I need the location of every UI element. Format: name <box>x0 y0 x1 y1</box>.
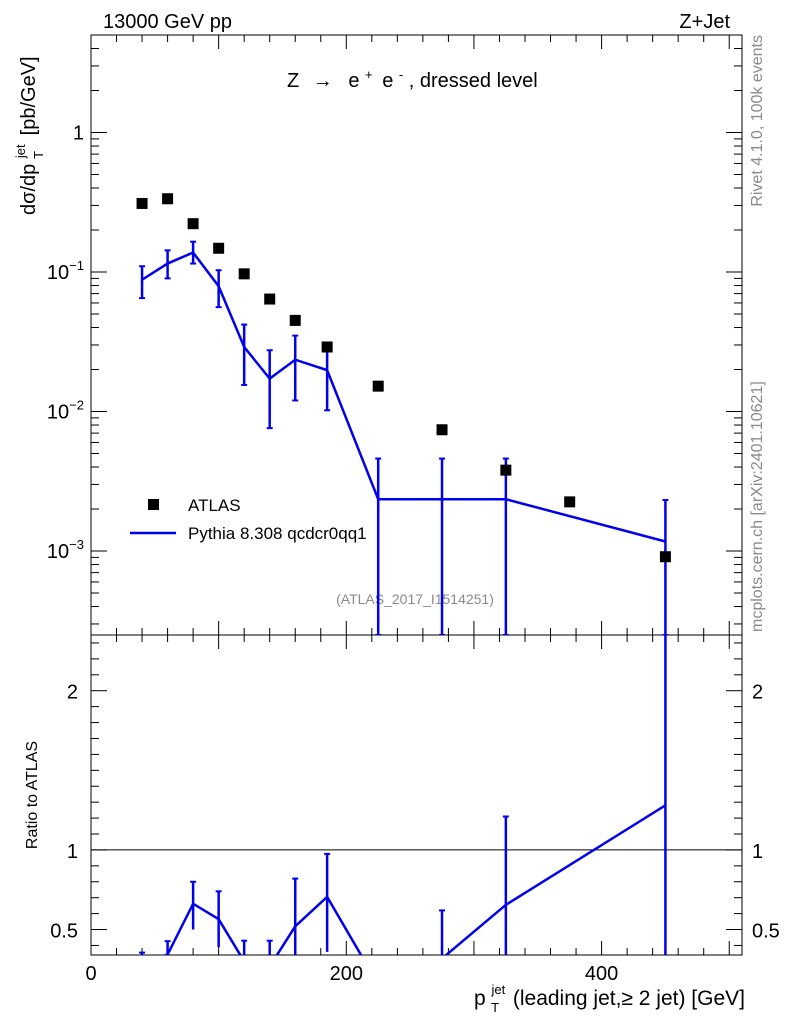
y-label-sup: jet <box>13 144 28 159</box>
y-tick-label-base: 10 <box>47 402 69 424</box>
plot-title-suffix: , dressed level <box>409 70 538 92</box>
rivet-label: Rivet 4.1.0, 100k events <box>749 35 766 207</box>
y-axis-label-main: dσ/dp jet T [pb/GeV] <box>8 56 48 215</box>
legend-data-label: ATLAS <box>188 496 241 515</box>
header-left: 13000 GeV pp <box>103 11 232 33</box>
data-point <box>136 197 148 209</box>
data-point <box>564 496 576 508</box>
y-tick-label-main: 10−3 <box>47 537 84 563</box>
y-axis-label-ratio: Ratio to ATLAS <box>24 741 41 849</box>
y-label-sub: T <box>31 151 46 159</box>
x-label-pre: p <box>474 987 486 1010</box>
data-point <box>213 242 225 254</box>
data-point <box>162 193 174 205</box>
y-tick-label-base: 10 <box>47 541 69 563</box>
ratio-line <box>162 804 667 955</box>
y-tick-label-exp: −1 <box>69 258 84 273</box>
y-tick-label-main: 10−2 <box>47 398 84 424</box>
y-label-pre: dσ/dp <box>18 164 40 215</box>
plot-title: Z → e + e - , dressed level <box>287 62 538 92</box>
data-point <box>659 551 671 563</box>
ratio-panel-frame <box>90 634 743 956</box>
data-point <box>289 314 301 326</box>
header-right: Z+Jet <box>679 11 730 33</box>
plot-title-e1: e <box>348 70 359 92</box>
y-tick-label-exp: −3 <box>69 537 84 552</box>
data-point <box>187 218 199 230</box>
ratio-axis-ticks: 0.5 0.5 1 1 2 2 0 200 400 <box>50 635 780 985</box>
plot-title-e2-sup: - <box>399 67 403 82</box>
x-label-sup: jet <box>490 982 505 997</box>
data-point <box>500 464 512 476</box>
y-tick-label-main: 1 <box>73 123 84 145</box>
x-label-post: (leading jet,≥ 2 jet) [GeV] <box>513 987 745 1010</box>
data-point <box>321 341 333 353</box>
y-tick-label-ratio: 0.5 <box>50 921 78 943</box>
x-axis-label: p jet T (leading jet,≥ 2 jet) [GeV] <box>474 976 745 1017</box>
y-tick-label-ratio-right: 2 <box>752 682 763 704</box>
data-point <box>238 268 250 280</box>
data-point <box>436 424 448 436</box>
main-axis-ticks: 110−110−210−3 <box>47 34 742 635</box>
x-tick-label: 0 <box>85 963 96 985</box>
main-panel-frame <box>90 34 743 636</box>
x-tick-label: 200 <box>330 963 363 985</box>
data-point <box>264 293 276 305</box>
plot-title-prefix: Z <box>287 70 299 92</box>
y-label-post: [pb/GeV] <box>18 56 40 135</box>
plot-title-arrow: → <box>313 70 333 92</box>
mc-line <box>141 250 666 543</box>
y-tick-label-ratio-right: 0.5 <box>752 921 780 943</box>
y-tick-label-exp: −2 <box>69 398 84 413</box>
y-tick-label-ratio-right: 1 <box>752 841 763 863</box>
x-label-sub: T <box>491 1000 499 1015</box>
mc-series-ratio <box>139 635 667 955</box>
plot-title-e2: e <box>382 70 393 92</box>
x-tick-label: 400 <box>585 963 618 985</box>
plot-title-e1-sup: + <box>365 67 373 82</box>
analysis-id: (ATLAS_2017_I1514251) <box>336 591 494 607</box>
mcplots-label: mcplots.cern.ch [arXiv:2401.10621] <box>749 381 766 632</box>
data-point <box>372 380 384 392</box>
legend-mc-label: Pythia 8.308 qcdcr0qq1 <box>188 524 367 543</box>
y-tick-label-base: 10 <box>47 262 69 284</box>
y-tick-label-ratio: 2 <box>67 682 78 704</box>
data-series-main <box>136 193 671 563</box>
y-tick-label-ratio: 1 <box>67 841 78 863</box>
mc-series-main <box>139 240 669 635</box>
legend-data-marker <box>148 499 159 510</box>
y-tick-label-main: 10−1 <box>47 258 84 284</box>
